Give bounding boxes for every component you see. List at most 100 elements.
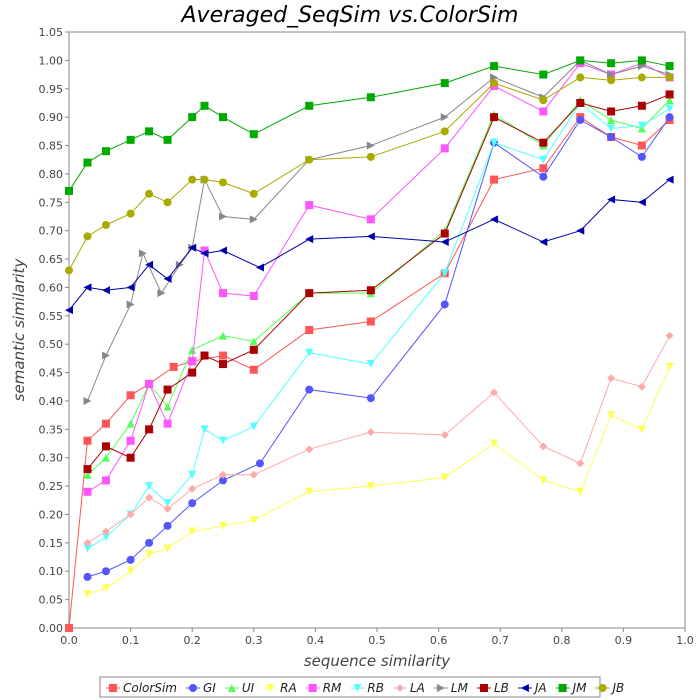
data-point-la — [607, 374, 616, 383]
data-point-ja — [539, 238, 548, 247]
legend-item-colorsim: ColorSim — [106, 681, 177, 695]
data-point-jb — [366, 152, 375, 161]
data-point-ra — [145, 550, 154, 559]
y-axis-label: semantic similarity — [10, 258, 28, 402]
data-point-colorsim — [490, 175, 499, 184]
data-point-gi — [607, 133, 616, 142]
data-point-ui — [126, 419, 135, 428]
plot-area — [68, 31, 686, 629]
data-point-jb — [65, 266, 73, 275]
data-point-ra — [366, 482, 375, 491]
data-point-jb — [490, 79, 499, 88]
data-point-ja — [305, 235, 314, 244]
legend-marker-la — [395, 684, 404, 692]
data-point-gi — [255, 459, 264, 468]
legend-label: LB — [494, 681, 509, 695]
x-tick-label: 0.2 — [183, 634, 201, 647]
data-point-colorsim — [539, 164, 548, 173]
y-tick-label: 0.30 — [39, 452, 64, 465]
data-point-rb — [305, 348, 314, 357]
y-tick-label: 0.20 — [39, 508, 64, 521]
data-point-lb — [83, 465, 92, 474]
data-point-ja — [366, 232, 375, 241]
data-point-lb — [539, 138, 548, 147]
legend: ColorSim GI UI RA RM RB LA LM LB JA JM JB — [106, 681, 624, 695]
data-point-gi — [366, 394, 375, 403]
data-point-lb — [440, 229, 449, 238]
data-point-jb — [665, 73, 674, 82]
data-point-jm — [637, 56, 646, 65]
data-point-la — [305, 445, 314, 454]
legend-label: JM — [571, 681, 588, 695]
data-point-lm — [219, 212, 227, 221]
legend-label: LA — [410, 681, 425, 695]
data-point-rm — [145, 379, 154, 388]
y-tick-label: 0.05 — [39, 594, 64, 607]
data-point-lm — [126, 300, 135, 309]
y-tick-label: 0.95 — [39, 83, 64, 96]
data-point-ja — [163, 274, 172, 283]
data-point-lb — [249, 345, 258, 354]
data-point-jm — [188, 113, 197, 122]
data-point-lm — [83, 396, 92, 405]
data-point-la — [145, 493, 154, 502]
data-point-ra — [249, 516, 258, 525]
legend-marker-lm — [436, 684, 445, 692]
legend-marker-colorsim — [109, 684, 117, 692]
y-tick-label: 0.40 — [39, 395, 64, 408]
data-point-gi — [539, 172, 548, 181]
data-point-lb — [490, 113, 499, 122]
data-point-gi — [101, 567, 110, 576]
data-point-rb — [163, 499, 172, 508]
data-point-rm — [200, 246, 209, 255]
data-point-la — [576, 459, 585, 468]
data-point-lb — [665, 90, 674, 99]
data-point-ja — [126, 283, 135, 292]
data-point-jm — [200, 101, 209, 110]
data-point-ja — [637, 198, 646, 207]
data-point-colorsim — [305, 326, 314, 334]
x-tick-label: 0.5 — [368, 634, 386, 647]
data-point-jb — [607, 76, 616, 85]
data-point-gi — [145, 538, 154, 547]
data-point-lb — [145, 425, 154, 434]
data-point-la — [126, 510, 135, 519]
series-jm — [65, 56, 674, 195]
data-point-lb — [188, 368, 197, 377]
data-point-rm — [83, 487, 92, 496]
data-point-lm — [490, 73, 499, 82]
series-la — [83, 331, 674, 547]
y-tick-label: 0.65 — [39, 253, 64, 266]
data-point-la — [101, 527, 110, 536]
legend-label: RB — [367, 681, 384, 695]
data-point-ja — [219, 246, 227, 255]
data-point-ja — [665, 175, 674, 184]
x-axis: 0.0 0.1 0.2 0.3 0.4 0.5 0.6 0.7 0.8 0.9 1.0 — [60, 628, 694, 647]
data-point-gi — [83, 572, 92, 581]
data-point-ra — [665, 362, 674, 371]
data-point-ui — [188, 345, 197, 354]
x-tick-label: 0.0 — [60, 634, 78, 647]
data-point-gi — [665, 113, 674, 122]
data-point-rm — [249, 291, 258, 300]
data-point-rb — [366, 360, 375, 369]
legend-item-ui: UI — [224, 681, 255, 695]
data-point-gi — [126, 555, 135, 564]
data-point-ja — [490, 215, 499, 224]
data-point-ra — [219, 521, 227, 530]
series-line-rb — [87, 102, 670, 549]
data-point-la — [163, 504, 172, 513]
series-jb — [65, 73, 674, 275]
legend-item-gi: GI — [185, 681, 216, 695]
data-point-jb — [637, 73, 646, 82]
x-tick-label: 0.4 — [307, 634, 325, 647]
data-point-rm — [305, 201, 314, 210]
data-point-rm — [366, 215, 375, 224]
legend-label: RM — [323, 681, 342, 695]
data-point-la — [188, 484, 197, 493]
data-point-jm — [101, 147, 110, 156]
x-tick-label: 1.0 — [676, 634, 694, 647]
legend-marker-lb — [479, 684, 488, 692]
data-point-jb — [145, 189, 154, 198]
